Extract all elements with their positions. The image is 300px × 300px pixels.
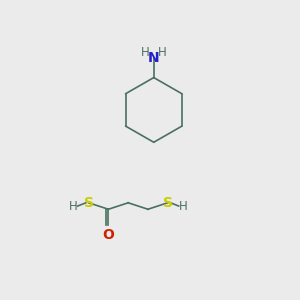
Text: S: S	[84, 196, 94, 210]
Text: H: H	[158, 46, 167, 59]
Text: N: N	[148, 51, 160, 65]
Text: H: H	[178, 200, 187, 212]
Text: O: O	[103, 228, 114, 242]
Text: S: S	[163, 196, 173, 210]
Text: H: H	[140, 46, 149, 59]
Text: H: H	[69, 200, 78, 212]
